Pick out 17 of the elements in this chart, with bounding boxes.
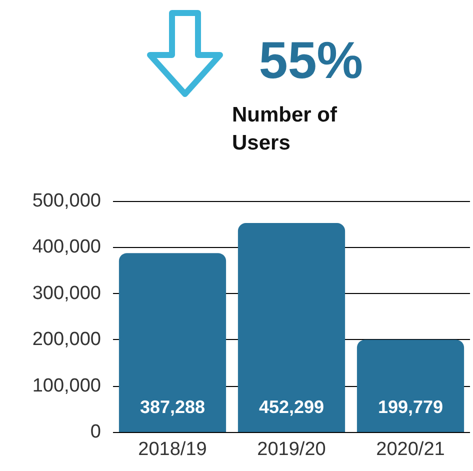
data-label: 452,299 [258, 397, 324, 417]
y-tick-label: 200,000 [32, 329, 101, 350]
x-tick-label: 2020/21 [376, 439, 445, 460]
chart-subtitle: 55% [258, 32, 363, 90]
x-tick-label: 2018/19 [138, 439, 207, 460]
bar [356, 340, 464, 432]
y-tick-label: 300,000 [32, 282, 101, 304]
y-tick-label: 400,000 [32, 236, 101, 258]
data-label: 199,779 [378, 397, 444, 417]
y-tick-label: 100,000 [32, 375, 101, 396]
y-tick-label: 0 [90, 422, 101, 442]
chart-title: Number of Users [232, 104, 343, 154]
x-tick-label: 2019/20 [257, 439, 326, 460]
y-tick-label: 500,000 [32, 190, 101, 212]
data-label: 387,288 [140, 397, 206, 417]
bar [118, 253, 226, 432]
bar [238, 223, 346, 432]
